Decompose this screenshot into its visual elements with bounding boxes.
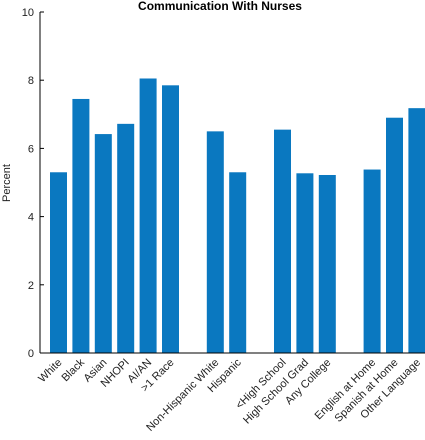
bar bbox=[229, 172, 247, 353]
x-category-label: White bbox=[36, 357, 64, 385]
bar bbox=[274, 129, 291, 353]
bar bbox=[50, 172, 67, 353]
bar bbox=[296, 173, 314, 353]
bar bbox=[72, 98, 90, 353]
y-tick-label: 6 bbox=[28, 143, 34, 155]
x-category-label: Black bbox=[60, 356, 88, 384]
bar bbox=[94, 134, 112, 353]
y-axis-label: Percent bbox=[1, 164, 13, 202]
y-tick-label: 0 bbox=[28, 348, 34, 360]
y-tick-label: 4 bbox=[28, 212, 34, 224]
bars bbox=[50, 78, 425, 354]
bar bbox=[117, 123, 135, 354]
y-axis: 0 2 4 6 8 10 bbox=[22, 7, 44, 360]
y-tick-label: 10 bbox=[22, 7, 34, 19]
bar bbox=[408, 108, 425, 353]
bar bbox=[386, 117, 403, 354]
bar bbox=[206, 131, 224, 353]
bar bbox=[139, 78, 157, 354]
y-tick-label: 2 bbox=[28, 280, 34, 292]
bar bbox=[162, 85, 179, 353]
bar bbox=[363, 169, 381, 353]
chart-title: Communication With Nurses bbox=[138, 0, 302, 13]
bar bbox=[318, 174, 336, 353]
y-tick-label: 8 bbox=[28, 75, 34, 87]
